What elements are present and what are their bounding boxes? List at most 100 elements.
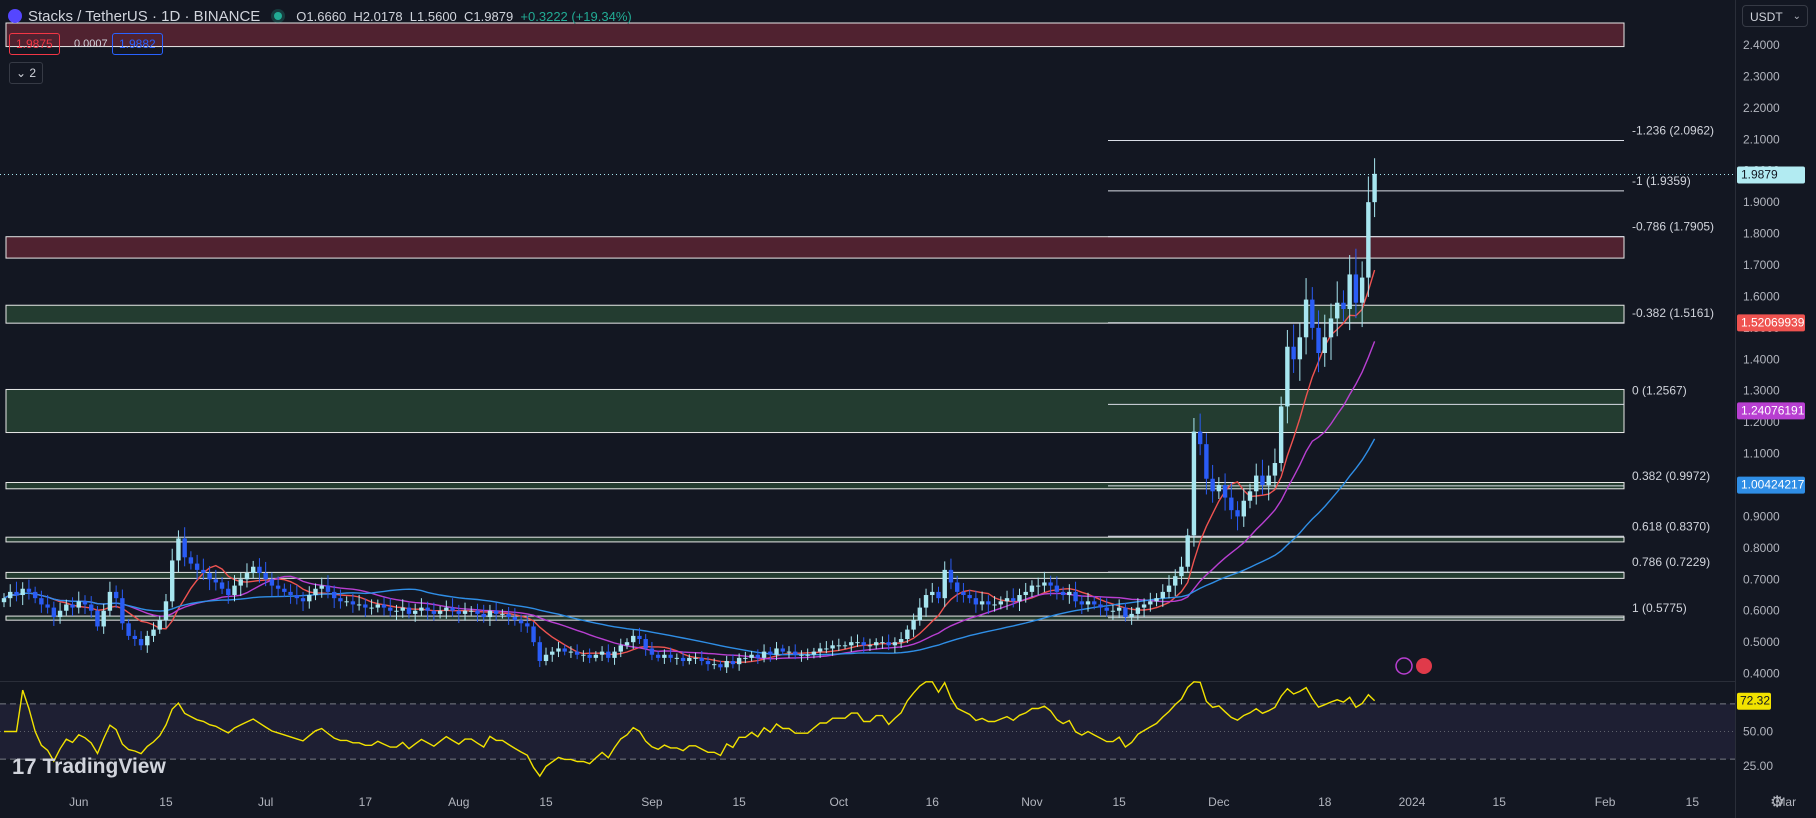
candle-body: [1297, 337, 1303, 360]
candle-body: [500, 613, 505, 615]
zone-supply-0: [5, 22, 1625, 48]
event-us-flag-icon: [1416, 658, 1432, 674]
time-tick-label: 18: [1318, 795, 1332, 809]
price-tick-label: 0.5000: [1743, 635, 1780, 649]
zone-demand-6: [5, 571, 1625, 579]
candle-body: [1079, 601, 1084, 605]
stacks-logo-icon: [8, 9, 22, 23]
candle-body: [288, 591, 293, 596]
candle-body: [687, 657, 692, 662]
candle-body: [176, 538, 181, 561]
candle-body: [89, 604, 94, 611]
candle-body: [201, 569, 206, 574]
candle-body: [450, 607, 455, 611]
candle-body: [531, 626, 536, 643]
time-tick-label: 15: [732, 795, 746, 809]
candle-body: [1160, 591, 1165, 599]
candle-body: [793, 651, 798, 655]
candle-body: [331, 591, 337, 599]
candle-body: [1011, 598, 1016, 602]
time-tick-label: Feb: [1595, 795, 1616, 809]
candle-body: [319, 585, 324, 589]
candle-body: [406, 607, 412, 614]
buy-button[interactable]: 1.9882: [112, 33, 163, 55]
candle-body: [861, 642, 866, 646]
candle-body: [855, 642, 860, 644]
candle-body: [1366, 202, 1371, 278]
candle-body: [107, 591, 113, 611]
time-tick-label: Oct: [829, 795, 848, 809]
candle-body: [1154, 598, 1159, 602]
candle-body: [126, 623, 131, 636]
candle-body: [1179, 566, 1184, 577]
candle-body: [1247, 491, 1253, 501]
spread-value: 0.0007: [74, 38, 108, 50]
candle-body: [425, 607, 430, 611]
chevron-down-icon: ⌄: [16, 66, 27, 80]
candle-body: [1042, 582, 1047, 586]
candle-body: [799, 654, 804, 656]
candle-body: [1104, 607, 1109, 611]
time-tick-label: Mar: [1775, 795, 1796, 809]
candle-body: [145, 635, 150, 646]
candle-body: [475, 610, 480, 614]
candle-body: [599, 651, 605, 655]
price-tick-label: 1.7000: [1743, 258, 1780, 272]
candle-body: [32, 591, 38, 599]
candle-body: [1110, 610, 1116, 612]
candle-body: [70, 604, 75, 608]
candle-body: [1303, 299, 1309, 338]
candle-body: [1116, 607, 1122, 611]
currency-label: USDT: [1750, 10, 1783, 24]
candle-body: [1166, 585, 1172, 592]
price-tick-label: 1.4000: [1743, 352, 1780, 366]
candle-body: [388, 607, 393, 611]
candle-body: [1322, 337, 1327, 354]
candle-body: [1353, 274, 1359, 303]
candle-body: [456, 610, 461, 614]
candle-body: [923, 595, 929, 608]
candle-body: [257, 566, 262, 574]
rsi-value-tag: 72.32: [1737, 692, 1771, 710]
candle-body: [905, 629, 910, 640]
candle-body: [693, 657, 698, 659]
symbol-title[interactable]: Stacks / TetherUS · 1D · BINANCE: [28, 7, 261, 25]
candle-body: [755, 654, 761, 658]
candle-body: [350, 601, 356, 605]
gear-icon[interactable]: ⚙: [1770, 794, 1785, 811]
candle-body: [232, 585, 237, 596]
currency-select[interactable]: USDT ⌄: [1742, 5, 1808, 27]
ma-short-tag-bg: [1737, 314, 1805, 332]
candle-body: [338, 598, 343, 602]
rsi-tag-text: 72.32: [1740, 694, 1770, 708]
candle-body: [381, 604, 387, 608]
candle-body: [1310, 299, 1315, 328]
indicators-collapse-button[interactable]: ⌄ 2: [9, 62, 44, 84]
candle-body: [163, 601, 169, 621]
low-value: L1.5600: [409, 8, 457, 24]
zone-demand-2: [5, 304, 1625, 324]
candle-body: [1335, 302, 1340, 319]
candle-body: [930, 591, 935, 596]
candle-body: [786, 651, 792, 653]
candle-body: [637, 635, 642, 640]
open-value: O1.6660: [296, 8, 347, 24]
zone-supply-1: [5, 236, 1625, 259]
candle-body: [830, 645, 835, 649]
price-tick-label: 0.8000: [1743, 541, 1780, 555]
candle-body: [294, 595, 300, 599]
tradingview-logo[interactable]: 17 TradingView: [12, 754, 166, 780]
event-lightning-icon: [1395, 657, 1413, 675]
time-tick-label: Sep: [641, 795, 663, 809]
candle-body: [101, 610, 106, 627]
change-value: +0.3222 (+19.34%): [520, 8, 632, 24]
candle-body: [562, 648, 567, 652]
time-tick-label: 15: [1112, 795, 1126, 809]
candle-body: [469, 610, 474, 612]
sell-button[interactable]: 1.9875: [9, 33, 60, 55]
candle-body: [724, 661, 729, 668]
candle-body: [954, 582, 960, 592]
candle-body: [1216, 485, 1222, 492]
candle-body: [942, 569, 947, 599]
